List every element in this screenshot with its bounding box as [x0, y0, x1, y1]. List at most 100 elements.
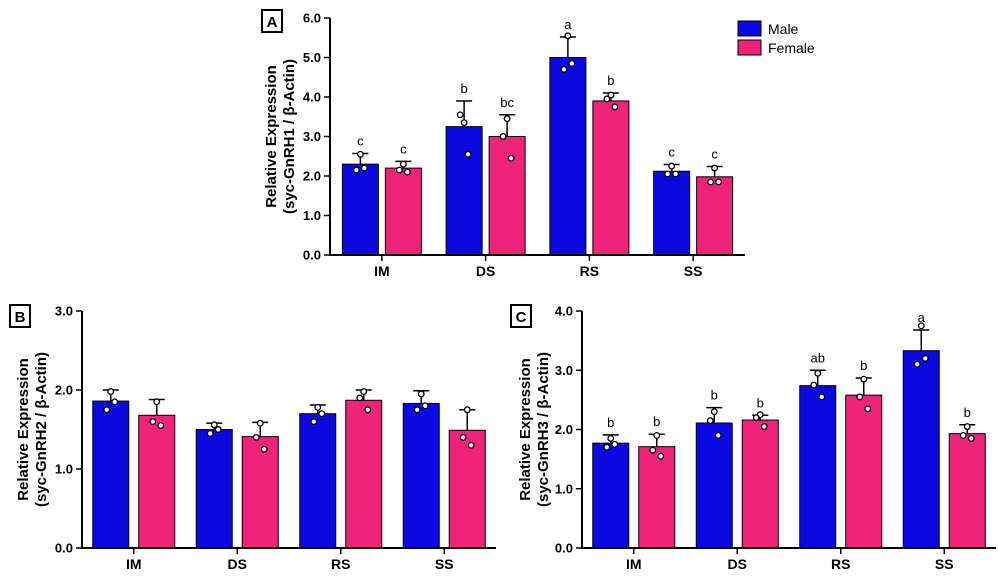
significance-letter: c [400, 141, 407, 156]
data-point-female-ds [503, 115, 511, 123]
panel-letter: B [15, 309, 26, 326]
bar-female-rs [845, 394, 883, 549]
data-point-female-ss [967, 434, 975, 442]
data-point-female-rs [356, 394, 364, 402]
data-point-male-ds [460, 119, 468, 127]
data-point-male-ss [668, 162, 676, 170]
x-category-label: RS [331, 556, 350, 572]
panel-letter-box [261, 9, 283, 33]
significance-letter: b [711, 388, 718, 403]
data-point-female-im [157, 422, 165, 429]
x-category-label: DS [728, 556, 747, 572]
y-tick-label: 6.0 [303, 11, 321, 26]
data-point-male-rs [810, 381, 818, 389]
bar-female-im [638, 446, 676, 549]
data-point-female-im [657, 452, 665, 460]
y-tick-label: 5.0 [303, 50, 321, 65]
data-point-male-rs [564, 32, 572, 40]
chart-panel-a: A Relative Expression (syc-GnRH1 / β-Actin… [261, 9, 745, 279]
data-point-female-ss [711, 164, 719, 172]
data-point-female-ds [752, 414, 760, 422]
y-tick-label: 3.0 [303, 129, 321, 144]
y-tick-label: 0.0 [55, 541, 73, 556]
y-tick-label: 1.0 [55, 462, 73, 477]
legend-swatch-female [737, 39, 762, 56]
data-point-female-rs [611, 103, 619, 111]
legend-label-female: Female [768, 40, 815, 56]
data-point-female-rs [607, 91, 615, 99]
data-point-female-ss [963, 423, 971, 430]
data-point-female-ss [459, 433, 467, 441]
data-point-male-im [356, 150, 364, 158]
bar-male-ds [445, 126, 483, 256]
data-point-male-im [107, 388, 115, 396]
bar-male-ds [695, 422, 733, 549]
bar-female-ss [948, 433, 986, 549]
data-point-female-im [395, 166, 403, 174]
legend-swatch-male [737, 20, 762, 37]
data-point-female-rs [603, 95, 611, 103]
data-point-male-im [103, 406, 111, 414]
significance-letter: b [607, 73, 614, 88]
bar-female-ds [741, 419, 779, 549]
significance-letter: a [564, 17, 572, 32]
y-tick-label: 4.0 [303, 90, 321, 105]
data-point-male-rs [568, 59, 576, 67]
y-tick-label: 2.0 [555, 422, 573, 437]
x-category-label: DS [476, 263, 495, 279]
bar-male-rs [549, 57, 587, 256]
y-axis-label-line1: Relative Expression [263, 65, 280, 208]
data-point-male-ds [210, 421, 218, 429]
significance-letter: c [668, 145, 675, 160]
data-point-female-ss [715, 178, 723, 186]
y-tick-label: 4.0 [555, 304, 573, 319]
x-category-label: RS [580, 263, 599, 279]
bar-male-ds [195, 429, 233, 549]
x-category-label: SS [684, 263, 703, 279]
data-point-male-ss [413, 406, 421, 414]
data-point-male-im [360, 164, 368, 172]
significance-letter: c [357, 133, 364, 148]
data-point-male-rs [314, 403, 322, 411]
data-point-male-ss [421, 402, 429, 410]
data-point-male-ds [206, 430, 214, 437]
significance-letter: b [964, 405, 971, 420]
data-point-male-ds [214, 426, 222, 433]
y-axis-label-line2: (syc-GnRH2 / β-Actin) [33, 352, 50, 507]
legend-label-male: Male [768, 21, 799, 37]
y-tick-label: 2.0 [303, 169, 321, 184]
bar-male-im [92, 400, 130, 549]
data-point-male-rs [814, 369, 822, 377]
significance-letter: a [918, 310, 926, 325]
data-point-female-ss [467, 441, 475, 449]
panel-letter-box [510, 304, 532, 328]
y-tick-label: 1.0 [555, 481, 573, 496]
data-point-male-ss [672, 170, 680, 178]
data-point-male-rs [310, 418, 318, 426]
bar-male-ss [402, 402, 440, 549]
data-point-female-rs [364, 406, 372, 414]
significance-letter: b [653, 414, 660, 429]
bar-male-ss [653, 170, 691, 256]
data-point-male-rs [818, 393, 826, 401]
y-tick-label: 2.0 [55, 383, 73, 398]
significance-letter: b [860, 358, 867, 373]
bar-male-rs [799, 385, 837, 549]
data-point-female-rs [860, 375, 868, 383]
data-point-male-ds [464, 150, 472, 158]
y-tick-label: 3.0 [55, 304, 73, 319]
data-point-male-im [111, 398, 119, 406]
y-axis-label-line2: (syc-GnRH1 / β-Actin) [281, 59, 298, 214]
data-point-female-ss [463, 406, 471, 414]
bar-female-ss [448, 429, 486, 549]
bar-female-im [384, 167, 422, 256]
chart-panel-b: B Relative Expression (syc-GnRH2 / β-Actin… [9, 304, 496, 572]
y-axis-label-line1: Relative Expression [517, 358, 534, 501]
data-point-female-ds [252, 433, 260, 441]
significance-letter: ab [811, 350, 825, 365]
y-tick-label: 1.0 [303, 208, 321, 223]
data-point-female-im [399, 160, 407, 168]
y-tick-label: 0.0 [555, 541, 573, 556]
bar-female-im [138, 414, 176, 549]
